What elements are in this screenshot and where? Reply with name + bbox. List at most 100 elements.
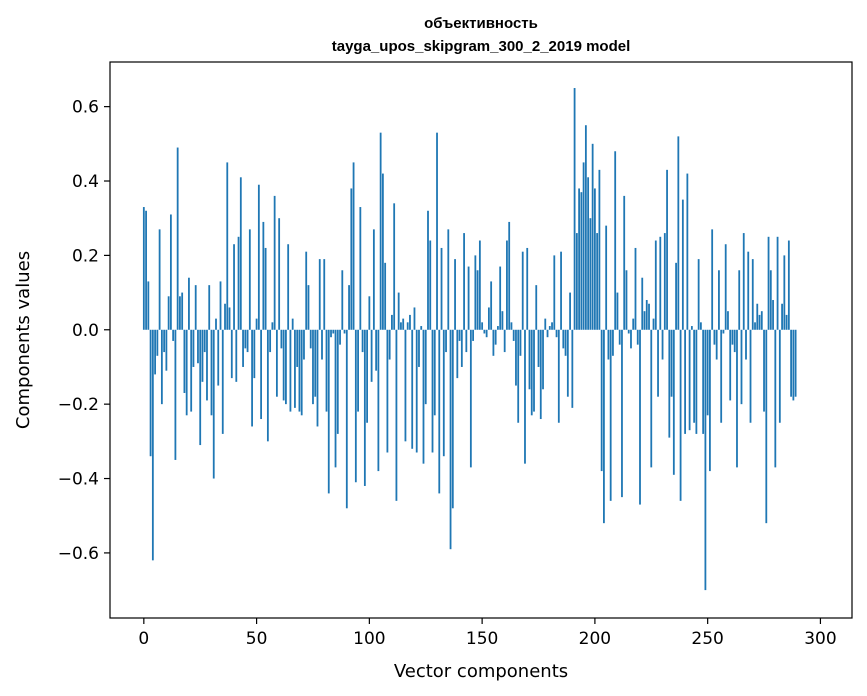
bar <box>314 329 317 397</box>
bar <box>535 285 538 330</box>
bar <box>413 307 416 330</box>
bar <box>569 292 571 330</box>
y-tick-label: −0.6 <box>58 544 99 564</box>
bar <box>343 329 346 334</box>
bar <box>772 300 774 330</box>
bar <box>621 329 623 498</box>
bar <box>158 229 161 330</box>
bar <box>715 329 718 360</box>
bar <box>790 329 792 397</box>
bar <box>375 329 378 371</box>
bar <box>257 184 260 330</box>
y-axis-label: Components values <box>13 251 34 429</box>
bar <box>627 329 630 334</box>
bar <box>526 247 529 330</box>
bar <box>675 262 677 330</box>
bar <box>566 329 569 397</box>
x-axis-label: Vector components <box>394 661 568 682</box>
bar <box>571 329 574 408</box>
bar <box>197 329 199 364</box>
bar <box>264 247 267 330</box>
bar <box>165 329 168 371</box>
bar <box>494 329 497 345</box>
bar <box>458 329 461 341</box>
bar <box>593 188 596 330</box>
bar <box>557 329 560 423</box>
bar <box>377 329 380 472</box>
bar <box>769 270 772 330</box>
y-tick-label: 0.2 <box>72 246 99 266</box>
bar <box>578 188 580 330</box>
bar <box>352 162 355 330</box>
bar <box>560 251 562 330</box>
bar <box>684 329 686 434</box>
bar <box>427 210 429 330</box>
bar <box>167 296 170 330</box>
bar <box>431 329 434 453</box>
bar <box>332 329 335 334</box>
bar <box>318 259 321 330</box>
bar <box>280 329 283 349</box>
y-tick-label: 0.6 <box>72 98 99 118</box>
y-axis-ticks: −0.6 −0.4 −0.2 0.0 0.2 0.4 0.6 <box>58 98 110 564</box>
bar <box>483 329 486 334</box>
bar <box>285 329 287 405</box>
bar <box>251 329 253 427</box>
bars-group <box>142 88 797 591</box>
bar <box>217 329 220 386</box>
bar <box>305 251 308 330</box>
bar <box>528 329 531 390</box>
bar <box>598 169 601 330</box>
bar <box>201 329 204 382</box>
x-tick-label: 100 <box>353 629 385 649</box>
bar <box>785 314 788 330</box>
bar <box>672 329 675 475</box>
bar <box>724 244 727 330</box>
bar <box>366 329 368 423</box>
bar <box>636 329 639 345</box>
bar <box>763 329 765 412</box>
x-tick-label: 150 <box>466 629 498 649</box>
bar <box>230 329 233 379</box>
bar <box>709 329 711 472</box>
bar <box>440 247 443 330</box>
bar <box>783 255 786 330</box>
bar <box>151 329 154 561</box>
bar <box>354 329 357 483</box>
bar <box>587 177 590 330</box>
bar <box>517 329 520 423</box>
bar <box>474 255 477 330</box>
bar <box>666 169 668 330</box>
bar <box>381 173 384 330</box>
bar <box>359 207 362 330</box>
bar <box>722 329 725 334</box>
bar <box>756 303 759 330</box>
y-tick-label: −0.4 <box>58 470 99 490</box>
bar <box>544 318 547 330</box>
bar <box>275 329 278 397</box>
bar <box>246 329 249 353</box>
bar <box>397 292 400 330</box>
bar <box>339 329 341 345</box>
bar <box>451 329 454 509</box>
bar <box>625 270 628 330</box>
bar <box>584 125 587 330</box>
bar <box>713 329 716 345</box>
bar <box>485 329 488 338</box>
bar <box>255 318 258 330</box>
bar <box>269 329 272 353</box>
bar <box>510 322 513 330</box>
bar <box>643 311 646 330</box>
bar <box>760 311 763 330</box>
bar <box>702 329 705 434</box>
bar <box>386 329 389 453</box>
bar <box>618 329 621 345</box>
bar <box>160 329 163 405</box>
bar <box>253 329 256 379</box>
bar <box>553 255 556 330</box>
bar <box>639 329 641 505</box>
chart-title: объективность <box>424 15 538 32</box>
bar <box>575 233 578 330</box>
bar <box>266 329 269 442</box>
bar <box>203 329 206 353</box>
